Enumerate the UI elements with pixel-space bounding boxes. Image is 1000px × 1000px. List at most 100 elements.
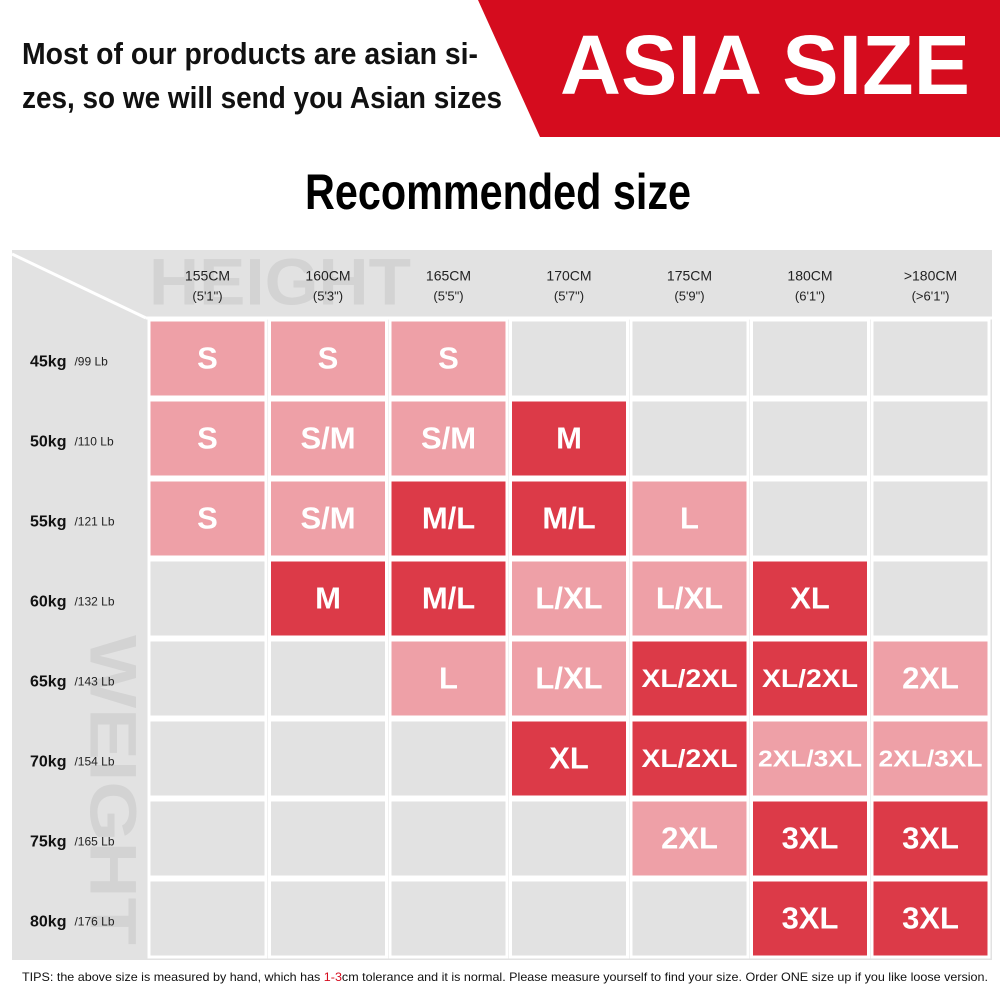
badge-text: ASIA SIZE bbox=[560, 18, 970, 112]
corner-diagonal bbox=[11, 252, 147, 320]
size-label: S bbox=[197, 421, 218, 456]
row-weight: 45kg bbox=[30, 354, 66, 371]
size-label: XL/2XL bbox=[642, 745, 738, 773]
column-height: 165CM bbox=[426, 268, 471, 284]
row-label: 75kg/165 Lb bbox=[30, 834, 115, 851]
size-label: L bbox=[439, 661, 458, 696]
size-label: XL/2XL bbox=[762, 665, 858, 693]
column-feet: (5'9") bbox=[674, 288, 704, 303]
row-label: 65kg/143 Lb bbox=[30, 674, 115, 691]
column-feet: (>6'1") bbox=[912, 288, 950, 303]
column-feet: (6'1") bbox=[795, 288, 825, 303]
size-cell bbox=[870, 478, 991, 559]
size-cell bbox=[268, 878, 388, 959]
size-label: S/M bbox=[300, 501, 355, 536]
size-cell bbox=[629, 318, 750, 399]
badge-banner bbox=[478, 0, 1000, 137]
size-cell bbox=[147, 318, 268, 399]
column-feet: (5'5") bbox=[433, 288, 463, 303]
size-cell bbox=[870, 878, 991, 959]
row-pounds: /110 Lb bbox=[74, 435, 113, 449]
size-label: XL bbox=[549, 741, 589, 776]
size-cell bbox=[750, 878, 870, 959]
row-label: 55kg/121 Lb bbox=[30, 514, 115, 531]
row-pounds: /143 Lb bbox=[74, 675, 114, 689]
size-cell bbox=[388, 878, 509, 959]
tips-text: cm tolerance and it is normal. Please me… bbox=[342, 970, 988, 984]
size-cell bbox=[629, 878, 750, 959]
size-cell bbox=[870, 398, 991, 479]
size-label: M bbox=[556, 421, 582, 456]
row-pounds: /154 Lb bbox=[74, 755, 114, 769]
size-label: 2XL bbox=[902, 661, 959, 696]
size-label: S bbox=[438, 341, 459, 376]
size-cell bbox=[509, 398, 629, 479]
column-feet: (5'7") bbox=[554, 288, 584, 303]
row-weight: 75kg bbox=[30, 834, 66, 851]
size-cell bbox=[268, 558, 388, 639]
watermark: HEIGHT bbox=[149, 244, 411, 318]
size-label: L bbox=[680, 501, 699, 536]
size-cell bbox=[147, 558, 268, 639]
size-label: M/L bbox=[542, 501, 595, 536]
size-cell bbox=[509, 718, 629, 799]
size-label: L/XL bbox=[535, 581, 602, 616]
tips-highlight: 1-3 bbox=[324, 970, 342, 984]
row-pounds: /121 Lb bbox=[74, 515, 114, 529]
size-cell bbox=[750, 638, 870, 719]
size-cell bbox=[629, 398, 750, 479]
size-cell bbox=[147, 638, 268, 719]
size-cell bbox=[509, 478, 629, 559]
column-feet: (5'3") bbox=[313, 288, 343, 303]
size-cell bbox=[268, 638, 388, 719]
size-label: 3XL bbox=[782, 821, 839, 856]
size-cell bbox=[750, 718, 870, 799]
row-weight: 50kg bbox=[30, 434, 66, 451]
row-weight: 65kg bbox=[30, 674, 66, 691]
size-cell bbox=[509, 638, 629, 719]
size-cell bbox=[870, 638, 991, 719]
size-label: S bbox=[197, 341, 218, 376]
size-cell bbox=[750, 798, 870, 879]
row-weight: 70kg bbox=[30, 754, 66, 771]
size-cell bbox=[870, 318, 991, 399]
size-cell bbox=[629, 638, 750, 719]
row-pounds: /176 Lb bbox=[74, 915, 114, 929]
size-label: M bbox=[315, 581, 341, 616]
size-cell bbox=[870, 558, 991, 639]
row-label: 50kg/110 Lb bbox=[30, 434, 114, 451]
column-height: 180CM bbox=[787, 268, 832, 284]
size-label: S/M bbox=[421, 421, 476, 456]
size-cell bbox=[629, 718, 750, 799]
size-cell bbox=[388, 558, 509, 639]
size-cell bbox=[388, 478, 509, 559]
size-cell bbox=[268, 398, 388, 479]
row-weight: 60kg bbox=[30, 594, 66, 611]
size-cell bbox=[750, 558, 870, 639]
note-line: Most of our products are asian si- bbox=[22, 36, 478, 71]
title: Recommended size bbox=[305, 164, 691, 220]
size-cell bbox=[870, 718, 991, 799]
row-label: 60kg/132 Lb bbox=[30, 594, 115, 611]
column-feet: (5'1") bbox=[192, 288, 222, 303]
row-label: 80kg/176 Lb bbox=[30, 914, 115, 931]
row-label: 70kg/154 Lb bbox=[30, 754, 115, 771]
size-cell bbox=[750, 318, 870, 399]
column-height: >180CM bbox=[904, 268, 957, 284]
size-cell bbox=[147, 478, 268, 559]
size-cell bbox=[388, 718, 509, 799]
size-cell bbox=[147, 878, 268, 959]
size-cell bbox=[147, 718, 268, 799]
size-label: 3XL bbox=[782, 901, 839, 936]
size-cell bbox=[870, 798, 991, 879]
size-label: M/L bbox=[422, 501, 475, 536]
size-label: 2XL/3XL bbox=[758, 746, 862, 772]
row-pounds: /165 Lb bbox=[74, 835, 114, 849]
size-cell bbox=[750, 478, 870, 559]
size-label: S bbox=[197, 501, 218, 536]
column-height: 175CM bbox=[667, 268, 712, 284]
size-cell bbox=[388, 398, 509, 479]
size-cell bbox=[388, 798, 509, 879]
